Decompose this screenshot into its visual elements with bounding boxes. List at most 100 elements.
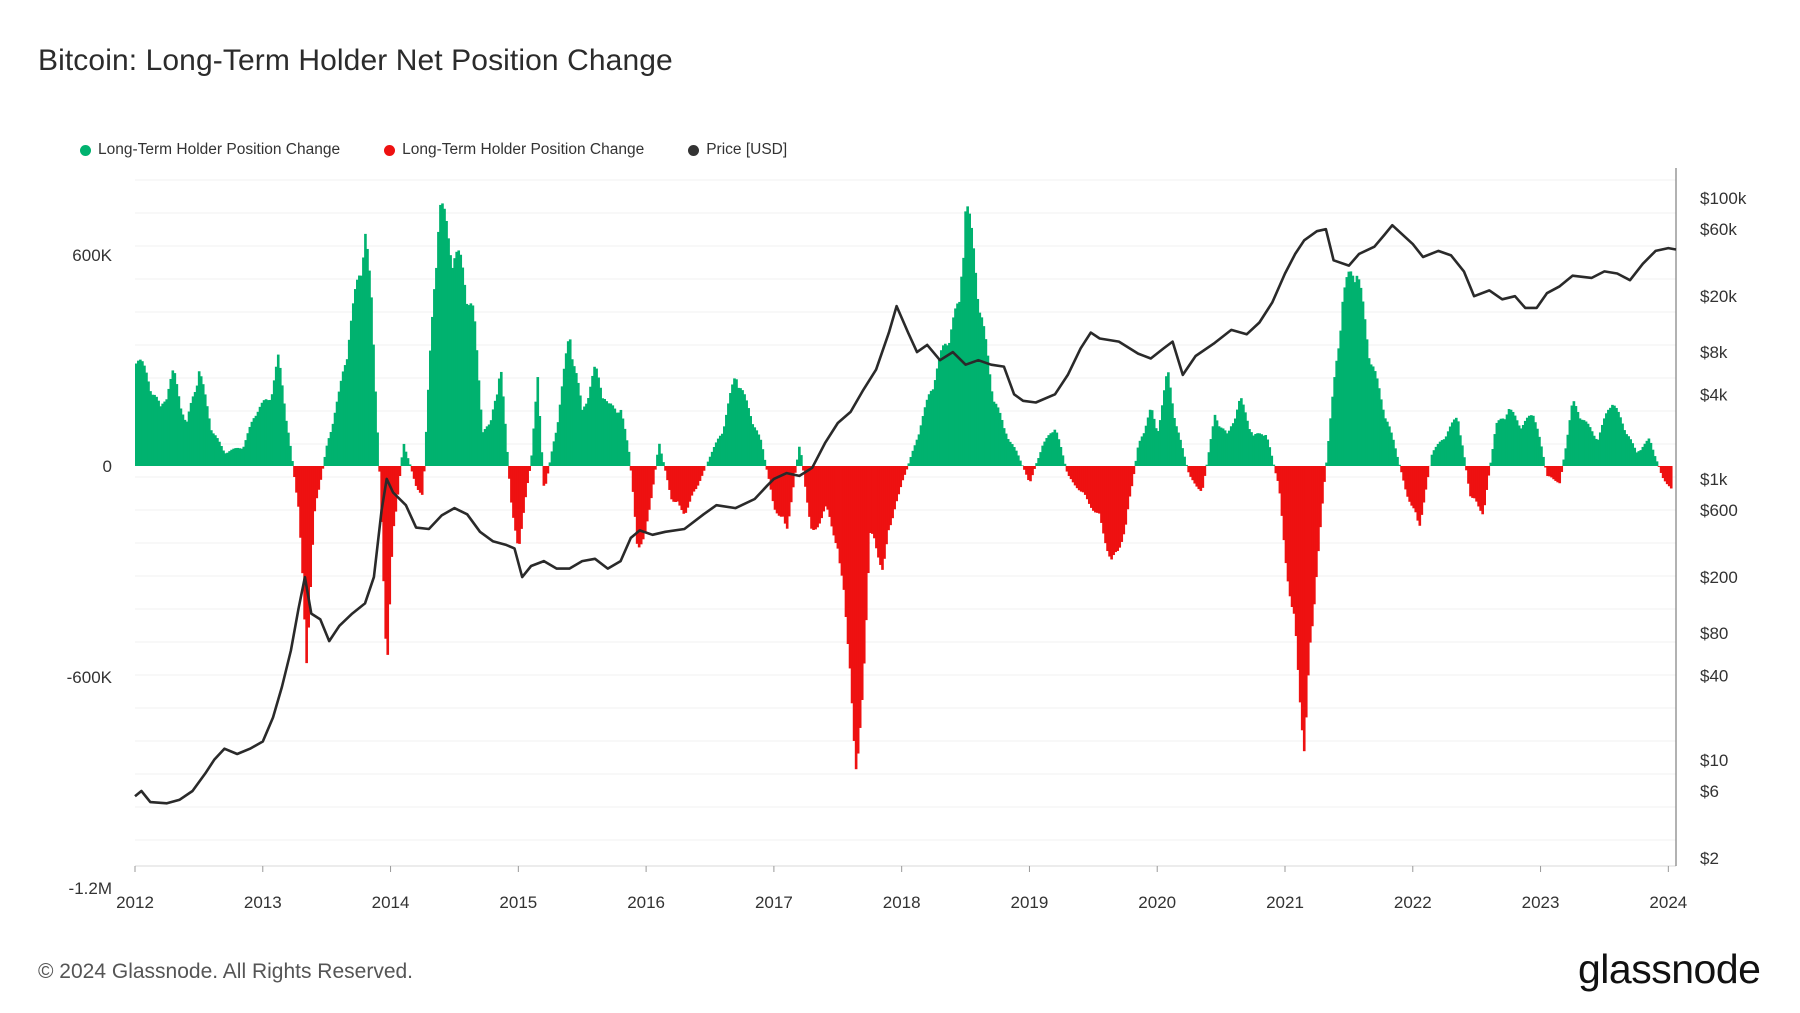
- legend-item-lth-positive[interactable]: Long-Term Holder Position Change: [80, 141, 340, 159]
- bar-negative: [1120, 466, 1124, 542]
- bar-positive: [589, 386, 592, 466]
- bar-negative: [881, 466, 884, 570]
- bar-positive: [1167, 372, 1170, 466]
- bar-negative: [777, 466, 781, 516]
- bar-positive: [1444, 436, 1448, 466]
- legend-item-price[interactable]: Price [USD]: [688, 141, 787, 159]
- bar-positive: [974, 272, 978, 466]
- bar-positive: [1605, 413, 1608, 466]
- bar-negative: [702, 466, 706, 471]
- bar-positive: [1258, 433, 1261, 466]
- bar-positive: [1568, 420, 1572, 466]
- legend-label: Long-Term Holder Position Change: [402, 141, 645, 158]
- bar-positive: [289, 445, 292, 466]
- bar-negative: [520, 466, 523, 529]
- bar-positive: [1266, 439, 1270, 466]
- bar-negative: [1416, 466, 1420, 521]
- bar-negative: [824, 466, 828, 507]
- bar-negative: [382, 466, 385, 582]
- bar-positive: [1521, 424, 1525, 466]
- bar-positive: [268, 399, 272, 466]
- bar-positive: [358, 275, 361, 466]
- bar-negative: [380, 466, 383, 522]
- bar-negative: [1410, 466, 1414, 506]
- bar-positive: [1495, 422, 1499, 466]
- bar-positive: [1574, 406, 1578, 466]
- bar-negative: [688, 466, 692, 502]
- legend: Long-Term Holder Position Change Long-Te…: [80, 141, 787, 159]
- bar-negative: [514, 466, 517, 531]
- bar-positive: [222, 450, 225, 466]
- bar-positive: [210, 430, 213, 466]
- bar-negative: [791, 466, 795, 488]
- bar-positive: [151, 394, 154, 466]
- bar-positive: [1010, 444, 1014, 466]
- bar-negative: [684, 466, 688, 513]
- bar-negative: [822, 466, 825, 512]
- bar-positive: [356, 279, 359, 466]
- bar-positive: [234, 448, 237, 466]
- bar-positive: [1491, 449, 1495, 466]
- bar-positive: [1043, 441, 1047, 466]
- bar-positive: [1590, 431, 1594, 466]
- bar-positive: [139, 359, 142, 466]
- bar-positive: [1436, 443, 1440, 466]
- bar-positive: [1236, 409, 1239, 466]
- bar-negative: [1106, 466, 1109, 552]
- bar-positive: [439, 204, 442, 467]
- bar-negative: [1309, 466, 1312, 643]
- bar-positive: [1138, 440, 1142, 466]
- bar-positive: [1242, 404, 1245, 466]
- bar-positive: [1584, 421, 1588, 466]
- bar-positive: [710, 451, 714, 466]
- bar-positive: [242, 446, 246, 466]
- bar-positive: [1012, 447, 1016, 466]
- bar-positive: [203, 394, 207, 466]
- bar-positive: [214, 435, 217, 466]
- chart-title: Bitcoin: Long-Term Holder Net Position C…: [38, 44, 673, 77]
- bar-negative: [643, 466, 647, 533]
- bar-positive: [1523, 420, 1527, 466]
- bar-positive: [335, 401, 339, 466]
- bar-positive: [1505, 414, 1509, 466]
- bar-positive: [173, 373, 177, 466]
- bar-positive: [187, 411, 191, 466]
- bar-negative: [1130, 466, 1134, 487]
- left-axis-tick-label: 0: [103, 457, 112, 476]
- bar-negative: [1118, 466, 1122, 548]
- bar-positive: [270, 394, 274, 466]
- bar-negative: [652, 466, 655, 485]
- bar-positive: [1576, 411, 1580, 466]
- bar-positive: [1515, 420, 1519, 466]
- bar-negative: [808, 466, 811, 517]
- bar-negative: [654, 466, 657, 470]
- bar-positive: [463, 284, 467, 466]
- bar-negative: [1116, 466, 1119, 551]
- bar-positive: [435, 267, 438, 466]
- bar-positive: [933, 380, 937, 466]
- bar-positive: [1649, 442, 1653, 466]
- bar-positive: [238, 448, 242, 466]
- bar-negative: [690, 466, 694, 496]
- bar-positive: [1438, 441, 1442, 466]
- bar-negative: [1092, 466, 1095, 511]
- bar-positive: [1440, 440, 1444, 466]
- bar-negative: [840, 466, 844, 576]
- legend-item-lth-negative[interactable]: Long-Term Holder Position Change: [384, 141, 644, 159]
- bar-positive: [1594, 438, 1598, 466]
- bar-positive: [485, 426, 489, 466]
- bar-positive: [272, 380, 276, 466]
- bar-positive: [564, 353, 568, 466]
- bar-positive: [915, 439, 919, 466]
- bar-positive: [1057, 439, 1061, 466]
- bar-negative: [1025, 466, 1028, 475]
- bar-positive: [1507, 409, 1511, 466]
- bar-negative: [1201, 466, 1205, 488]
- bar-positive: [1353, 282, 1357, 466]
- bar-positive: [1165, 376, 1168, 466]
- bar-negative: [1487, 466, 1491, 476]
- bar-positive: [333, 412, 337, 466]
- bar-negative: [416, 466, 420, 490]
- bar-positive: [1207, 452, 1211, 466]
- bar-negative: [1426, 466, 1430, 478]
